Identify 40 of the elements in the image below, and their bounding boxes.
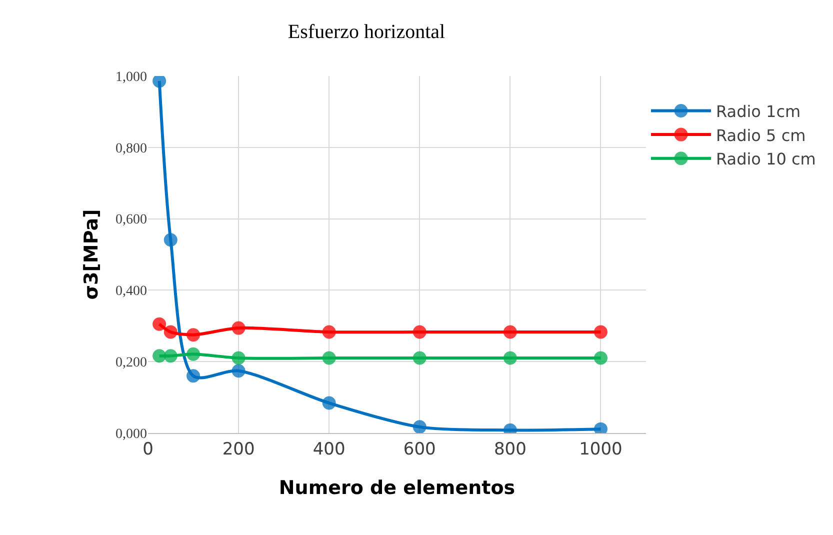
x-tick-label: 600 (403, 439, 436, 460)
point (232, 364, 246, 378)
point (164, 233, 178, 247)
point (594, 325, 608, 339)
point (322, 396, 336, 410)
x-tick-label: 800 (494, 439, 526, 460)
y-tick-label: 1,000 (116, 70, 147, 85)
legend-label: Radio 10 cm (716, 150, 816, 169)
chart-title: Esfuerzo horizontal (288, 21, 446, 44)
point (412, 325, 426, 339)
y-tick-label: 0,200 (116, 356, 147, 370)
point (186, 347, 200, 361)
point (164, 349, 178, 363)
x-axis-title: Numero de elementos (278, 477, 516, 500)
point (164, 325, 178, 339)
point (152, 76, 166, 88)
point (232, 351, 246, 365)
x-tick-label: 1000 (579, 439, 622, 460)
legend-label: Radio 1cm (716, 102, 801, 121)
y-tick-label: 0,600 (116, 212, 147, 228)
point (594, 351, 608, 365)
point (186, 328, 200, 342)
y-axis-title: σ3[MPa] (80, 209, 102, 300)
point (322, 351, 336, 365)
point (503, 325, 517, 339)
x-tick-label: 200 (222, 439, 255, 460)
legend-label: Radio 5 cm (716, 126, 806, 145)
point (152, 349, 166, 363)
point (412, 420, 426, 433)
y-tick-label: 0,800 (116, 141, 147, 156)
point (232, 321, 246, 335)
x-tick-label: 0 (142, 439, 154, 460)
point (322, 325, 336, 339)
x-tick-label: 400 (312, 439, 346, 460)
point (186, 369, 200, 383)
point (412, 351, 426, 365)
point (152, 317, 166, 331)
y-tick-label: 0,000 (116, 426, 147, 442)
y-tick-label: 0,400 (116, 284, 147, 300)
point (503, 351, 517, 365)
